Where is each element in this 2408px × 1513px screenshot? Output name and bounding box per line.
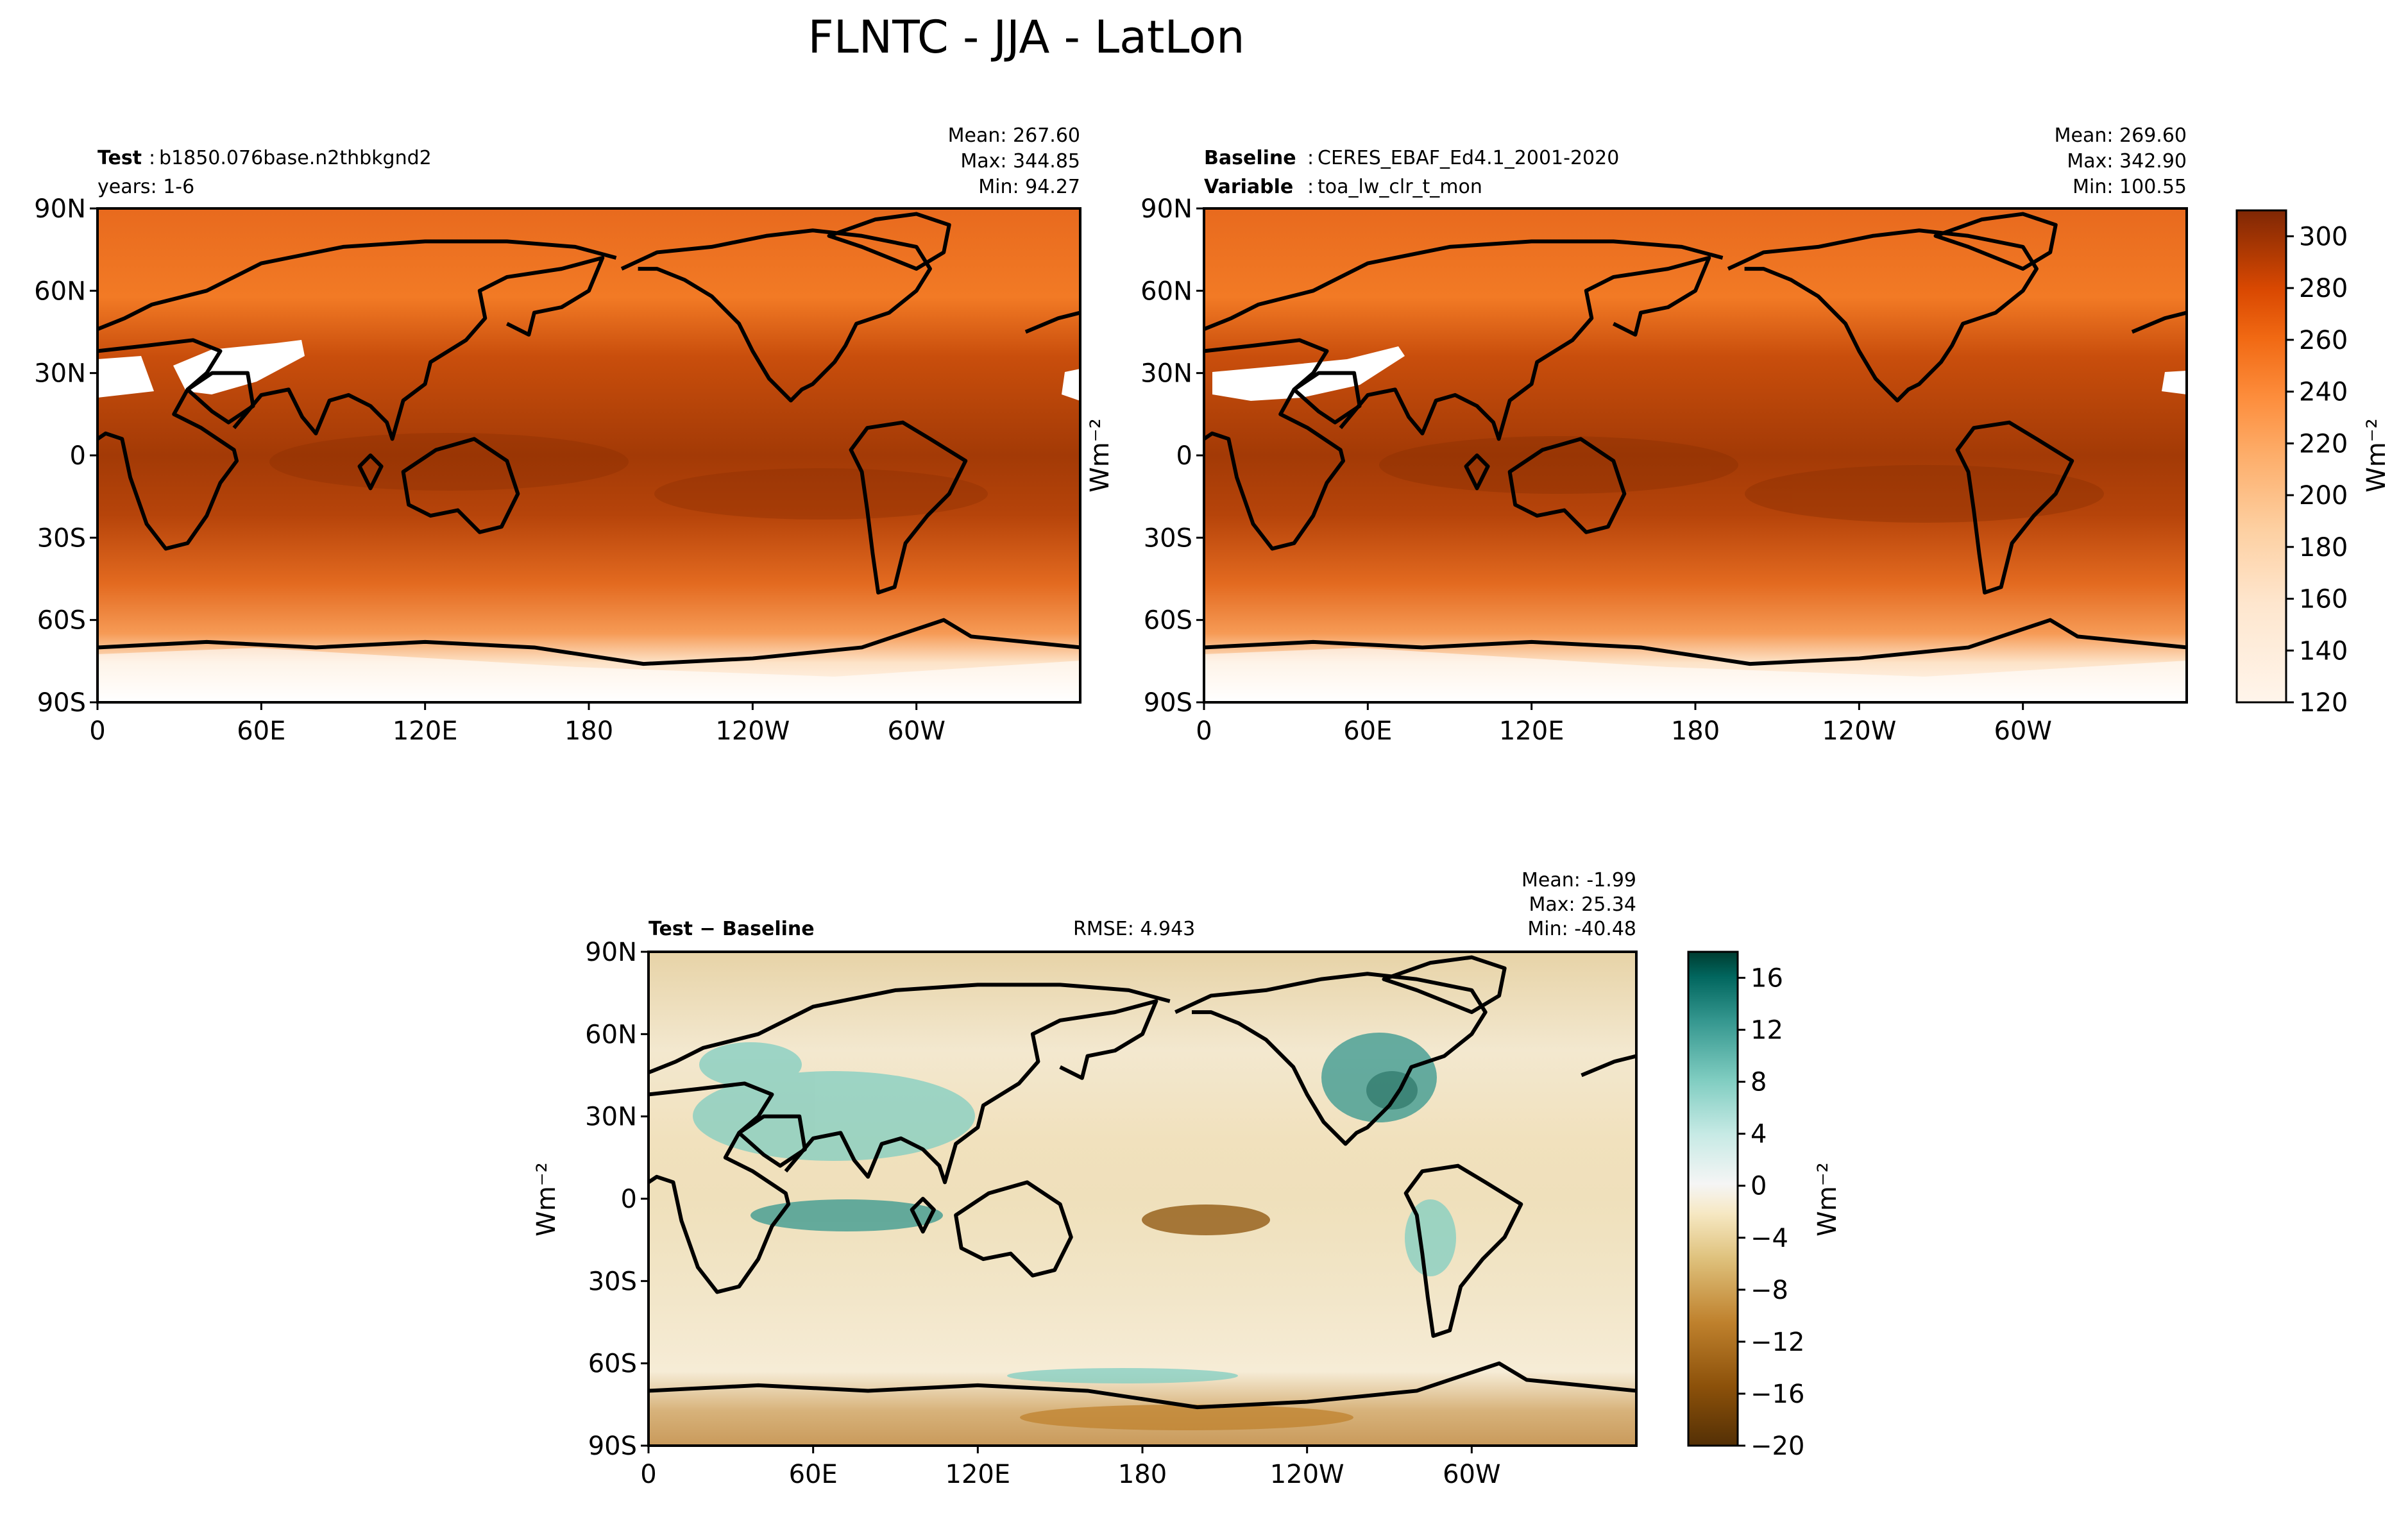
ytick-label: 90N <box>585 938 637 967</box>
colorbar-tick-label: 300 <box>2299 222 2348 251</box>
test-stat-mean: Mean: 267.60 <box>948 124 1080 147</box>
xtick-label: 60W <box>1994 716 2051 746</box>
baseline-variable-label: Variable <box>1204 176 1293 198</box>
ytick-label: 90S <box>1144 688 1192 718</box>
ytick-label: 60S <box>1144 606 1192 636</box>
colorbar-tick-label: 260 <box>2299 326 2348 355</box>
ytick-label: 90N <box>1140 194 1192 224</box>
ytick-label: 0 <box>621 1185 637 1214</box>
colorbar-tick-label: 280 <box>2299 274 2348 303</box>
xtick-label: 0 <box>1196 716 1212 746</box>
colorbar-top-label: Wm⁻² <box>2362 418 2391 493</box>
baseline-stat-mean: Mean: 269.60 <box>2055 124 2187 147</box>
panel-difference: Test − Baseline RMSE: 4.943 Mean: -1.99 … <box>532 869 1842 1489</box>
colorbar-tick-label: 16 <box>1751 964 1783 993</box>
xtick-label: 120W <box>1270 1460 1344 1489</box>
xtick-label: 60W <box>1443 1460 1500 1489</box>
ytick-label: 30S <box>37 523 86 553</box>
colorbar-tick-label: 0 <box>1751 1172 1767 1201</box>
xtick-label: 0 <box>89 716 105 746</box>
baseline-variable-value: toa_lw_clr_t_mon <box>1318 176 1482 198</box>
difference-rmse: RMSE: 4.943 <box>1073 918 1195 940</box>
xtick-label: 180 <box>1671 716 1720 746</box>
colorbar-tick-label: 240 <box>2299 378 2348 407</box>
xtick-label: 180 <box>1118 1460 1167 1489</box>
ytick-label: 0 <box>70 441 86 471</box>
xtick-label: 120E <box>945 1460 1011 1489</box>
xtick-label: 60W <box>887 716 945 746</box>
colorbar-tick-label: −4 <box>1751 1224 1788 1253</box>
colorbar-bottom: 16 12 8 4 0 −4 −8 −12 −16 −20 Wm⁻² <box>1687 951 1842 1461</box>
colorbar-tick-label: 4 <box>1751 1120 1767 1149</box>
ytick-label: 30N <box>1140 359 1192 389</box>
ytick-label: 60S <box>588 1349 637 1379</box>
baseline-ylabel: Wm⁻² <box>1085 418 1115 493</box>
ytick-label: 0 <box>1176 441 1192 471</box>
test-header-label: Test <box>98 147 142 169</box>
colorbar-tick-label: −16 <box>1751 1380 1804 1409</box>
ytick-label: 30N <box>34 359 86 389</box>
ytick-label: 30S <box>588 1267 637 1296</box>
ytick-label: 30S <box>1144 523 1192 553</box>
ytick-label: 60S <box>37 606 86 636</box>
difference-ylabel: Wm⁻² <box>532 1162 561 1237</box>
colorbar-tick-label: −8 <box>1751 1276 1788 1305</box>
colorbar-tick-label: 120 <box>2299 688 2348 718</box>
xtick-label: 120E <box>393 716 458 746</box>
colorbar-tick-label: −20 <box>1751 1432 1804 1461</box>
xtick-label: 180 <box>564 716 613 746</box>
difference-stat-min: Min: -40.48 <box>1527 918 1636 940</box>
colorbar-tick-label: 200 <box>2299 481 2348 511</box>
ytick-label: 90N <box>34 194 86 224</box>
ytick-label: 90S <box>37 688 86 718</box>
xtick-label: 120W <box>1822 716 1896 746</box>
baseline-header-colon: : <box>1307 147 1314 169</box>
baseline-stat-max: Max: 342.90 <box>2067 150 2187 173</box>
baseline-variable-colon: : <box>1307 176 1314 198</box>
ytick-label: 60N <box>34 276 86 306</box>
colorbar-tick-label: 220 <box>2299 429 2348 459</box>
difference-header-label: Test − Baseline <box>649 918 815 940</box>
baseline-header-value: CERES_EBAF_Ed4.1_2001-2020 <box>1318 147 1619 169</box>
colorbar-tick-label: 140 <box>2299 636 2348 666</box>
ytick-label: 60N <box>1140 276 1192 306</box>
colorbar-tick-label: 8 <box>1751 1068 1767 1097</box>
baseline-stat-min: Min: 100.55 <box>2073 176 2187 198</box>
panel-test: Test : b1850.076base.n2thbkgnd2 years: 1… <box>34 124 1081 746</box>
colorbar-tick-label: 160 <box>2299 585 2348 614</box>
test-stat-min: Min: 94.27 <box>978 176 1080 198</box>
panel-baseline: Baseline : CERES_EBAF_Ed4.1_2001-2020 Va… <box>1085 124 2391 746</box>
colorbar-bottom-gradient <box>1687 951 1739 1447</box>
xtick-label: 60E <box>237 716 285 746</box>
ytick-label: 90S <box>588 1432 637 1461</box>
test-header-value: b1850.076base.n2thbkgnd2 <box>159 147 432 169</box>
xtick-label: 120E <box>1499 716 1564 746</box>
difference-stat-mean: Mean: -1.99 <box>1522 869 1636 892</box>
xtick-label: 60E <box>1343 716 1392 746</box>
figure-title: FLNTC - JJA - LatLon <box>808 11 1245 63</box>
colorbar-tick-label: 180 <box>2299 533 2348 562</box>
ytick-label: 60N <box>585 1020 637 1049</box>
difference-stat-max: Max: 25.34 <box>1529 893 1636 916</box>
xtick-label: 120W <box>715 716 790 746</box>
colorbar-tick-label: 12 <box>1751 1016 1783 1045</box>
xtick-label: 0 <box>640 1460 656 1489</box>
colorbar-top: 300 280 260 240 220 200 180 160 140 120 Wm⁻² <box>2235 209 2391 718</box>
colorbar-bottom-label: Wm⁻² <box>1813 1162 1842 1237</box>
colorbar-top-gradient <box>2235 209 2287 704</box>
baseline-header-label: Baseline <box>1204 147 1296 169</box>
xtick-label: 60E <box>789 1460 838 1489</box>
test-header-colon: : <box>149 147 155 169</box>
test-header-years: years: 1-6 <box>98 176 194 198</box>
ytick-label: 30N <box>585 1103 637 1132</box>
colorbar-tick-label: −12 <box>1751 1328 1804 1357</box>
test-stat-max: Max: 344.85 <box>960 150 1080 173</box>
